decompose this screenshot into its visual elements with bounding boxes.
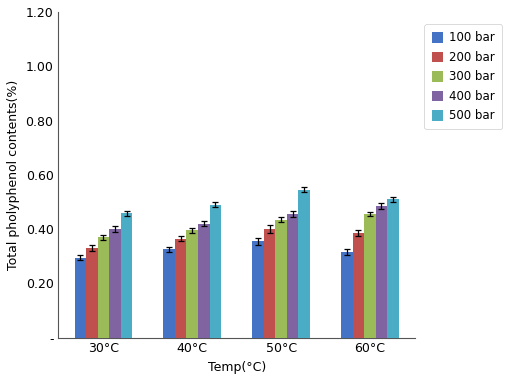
Bar	[86, 248, 98, 338]
Bar	[387, 199, 399, 338]
Y-axis label: Total pholyphenol contents(%): Total pholyphenol contents(%)	[7, 80, 20, 270]
Bar	[175, 239, 187, 338]
Bar	[341, 252, 353, 338]
Bar	[98, 237, 109, 338]
Bar	[252, 241, 264, 338]
Bar	[275, 219, 287, 338]
Bar	[121, 213, 132, 338]
Bar	[287, 214, 298, 338]
Bar	[264, 229, 275, 338]
Bar	[109, 229, 121, 338]
Bar	[198, 224, 210, 338]
Bar	[353, 233, 364, 338]
Legend: 100 bar, 200 bar, 300 bar, 400 bar, 500 bar: 100 bar, 200 bar, 300 bar, 400 bar, 500 …	[425, 24, 502, 130]
Bar	[364, 214, 376, 338]
Bar	[187, 231, 198, 338]
Bar	[163, 250, 175, 338]
Bar	[298, 190, 310, 338]
Bar	[376, 206, 387, 338]
Bar	[74, 258, 86, 338]
Bar	[210, 205, 221, 338]
X-axis label: Temp(°C): Temp(°C)	[207, 361, 266, 374]
